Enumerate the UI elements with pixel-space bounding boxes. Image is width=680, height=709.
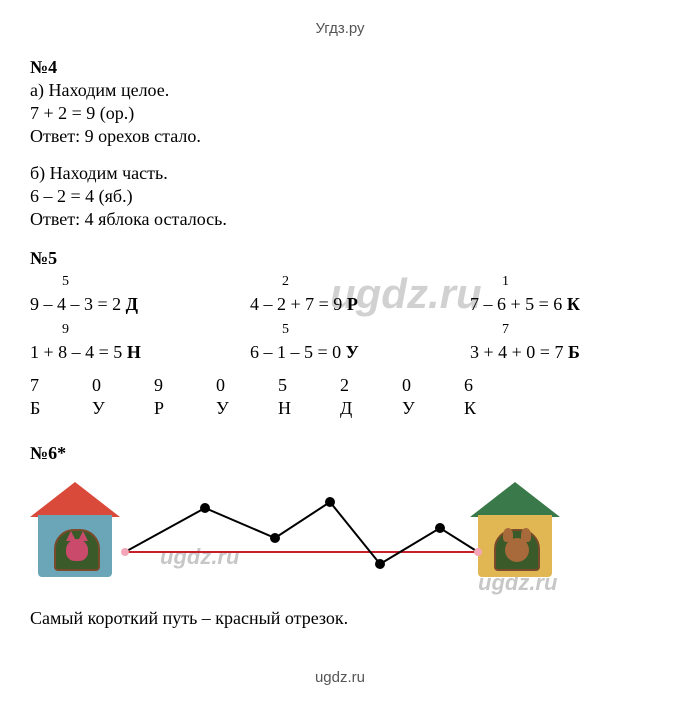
p5-r1c2-let: Р <box>347 294 358 314</box>
p4-b-label: б) Находим часть. <box>30 163 650 184</box>
p5-r2c1-let: Н <box>127 342 141 362</box>
p5-map-n1: 0 <box>92 375 106 396</box>
p5-title: №5 <box>30 248 650 269</box>
p5-map-l4: Н <box>278 398 292 419</box>
p4-a-ans: Ответ: 9 орехов стало. <box>30 126 650 147</box>
p5-r2c1-sup: 9 <box>62 322 69 337</box>
p5-r1c2-expr: 4 – 2 + 7 = 9 <box>250 294 347 314</box>
p6-diagram: ugdz.ru ugdz.ru <box>30 472 610 602</box>
p5-eq-row1: 9 – 4 – 3 = 2 Д 4 – 2 + 7 = 9 Р 7 – 6 + … <box>30 294 650 315</box>
p6-caption: Самый короткий путь – красный отрезок. <box>30 608 650 629</box>
p5-map-n2: 9 <box>154 375 168 396</box>
p5-map-l2: Р <box>154 398 168 419</box>
p5-r2c1: 1 + 8 – 4 = 5 Н <box>30 342 210 363</box>
p5-map-nums: 7 0 9 0 5 2 0 6 <box>30 375 650 396</box>
p5-r2c3-expr: 3 + 4 + 0 = 7 <box>470 342 568 362</box>
p5-r1c1-expr: 9 – 4 – 3 = 2 <box>30 294 126 314</box>
p5-r1c1-let: Д <box>126 294 138 314</box>
path-dot <box>435 523 445 533</box>
p4-title: №4 <box>30 57 650 78</box>
p5-r2c3: 3 + 4 + 0 = 7 Б <box>470 342 650 363</box>
p5-r1c2: 4 – 2 + 7 = 9 Р <box>250 294 430 315</box>
site-footer: ugdz.ru <box>30 669 650 686</box>
p6-paths-svg <box>30 472 610 602</box>
p5-map-l3: У <box>216 398 230 419</box>
path-dot <box>474 548 482 556</box>
p4-b-eq: 6 – 2 = 4 (яб.) <box>30 186 650 207</box>
p5-superscript-row1: 5 2 1 <box>30 271 650 292</box>
p5-r1c3-sup: 1 <box>502 274 509 289</box>
p5-r1c1: 9 – 4 – 3 = 2 Д <box>30 294 210 315</box>
p5-r1c3-expr: 7 – 6 + 5 = 6 <box>470 294 567 314</box>
p4-b-ans: Ответ: 4 яблока осталось. <box>30 209 650 230</box>
p5-r2c3-let: Б <box>568 342 580 362</box>
p5-r2c2-let: У <box>346 342 359 362</box>
p5-map-n4: 5 <box>278 375 292 396</box>
p5-map-lets: Б У Р У Н Д У К <box>30 398 650 419</box>
p5-map-l5: Д <box>340 398 354 419</box>
p4-a-eq: 7 + 2 = 9 (ор.) <box>30 103 650 124</box>
path-dot <box>121 548 129 556</box>
p5-map-l7: К <box>464 398 478 419</box>
site-header: Угдз.ру <box>30 20 650 37</box>
p5-map-n0: 7 <box>30 375 44 396</box>
p5-map-l0: Б <box>30 398 44 419</box>
p5-r1c3: 7 – 6 + 5 = 6 К <box>470 294 650 315</box>
black-path <box>125 502 478 564</box>
p5-r1c3-let: К <box>567 294 580 314</box>
p5-r1c2-sup: 2 <box>282 274 289 289</box>
p5-r2c2-sup: 5 <box>282 322 289 337</box>
path-dot <box>200 503 210 513</box>
p5-map-l6: У <box>402 398 416 419</box>
p6-title: №6* <box>30 443 650 464</box>
p5-r2c3-sup: 7 <box>502 322 509 337</box>
p5-map-n7: 6 <box>464 375 478 396</box>
p5-eq-row2: 1 + 8 – 4 = 5 Н 6 – 1 – 5 = 0 У 3 + 4 + … <box>30 342 650 363</box>
path-dot <box>325 497 335 507</box>
path-dot <box>375 559 385 569</box>
p5-r1c1-sup: 5 <box>62 274 69 289</box>
path-dot <box>270 533 280 543</box>
p5-map-l1: У <box>92 398 106 419</box>
p5-map-n6: 0 <box>402 375 416 396</box>
p5-r2c1-expr: 1 + 8 – 4 = 5 <box>30 342 127 362</box>
p5-r2c2: 6 – 1 – 5 = 0 У <box>250 342 430 363</box>
p5-map-n3: 0 <box>216 375 230 396</box>
p5-map-n5: 2 <box>340 375 354 396</box>
p4-a-label: а) Находим целое. <box>30 80 650 101</box>
p5-r2c2-expr: 6 – 1 – 5 = 0 <box>250 342 346 362</box>
p5-superscript-row2: 9 5 7 <box>30 319 650 340</box>
